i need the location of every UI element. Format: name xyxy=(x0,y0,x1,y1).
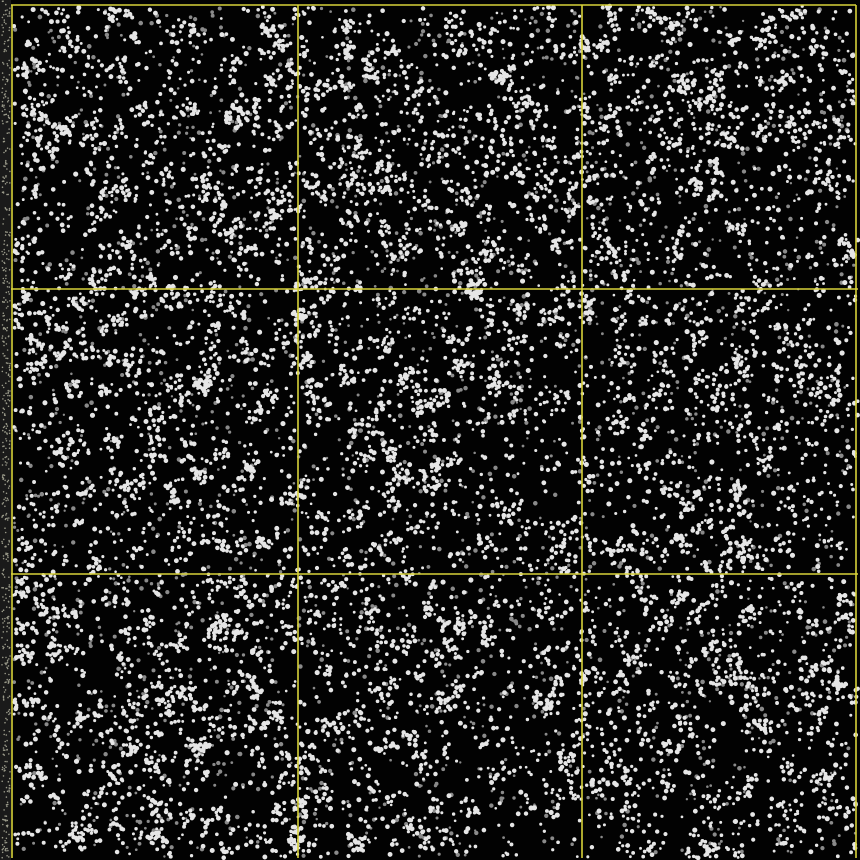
page: {} (() => { JSON.parse(document.getEleme… xyxy=(0,0,860,860)
microscopy-image xyxy=(0,0,860,860)
